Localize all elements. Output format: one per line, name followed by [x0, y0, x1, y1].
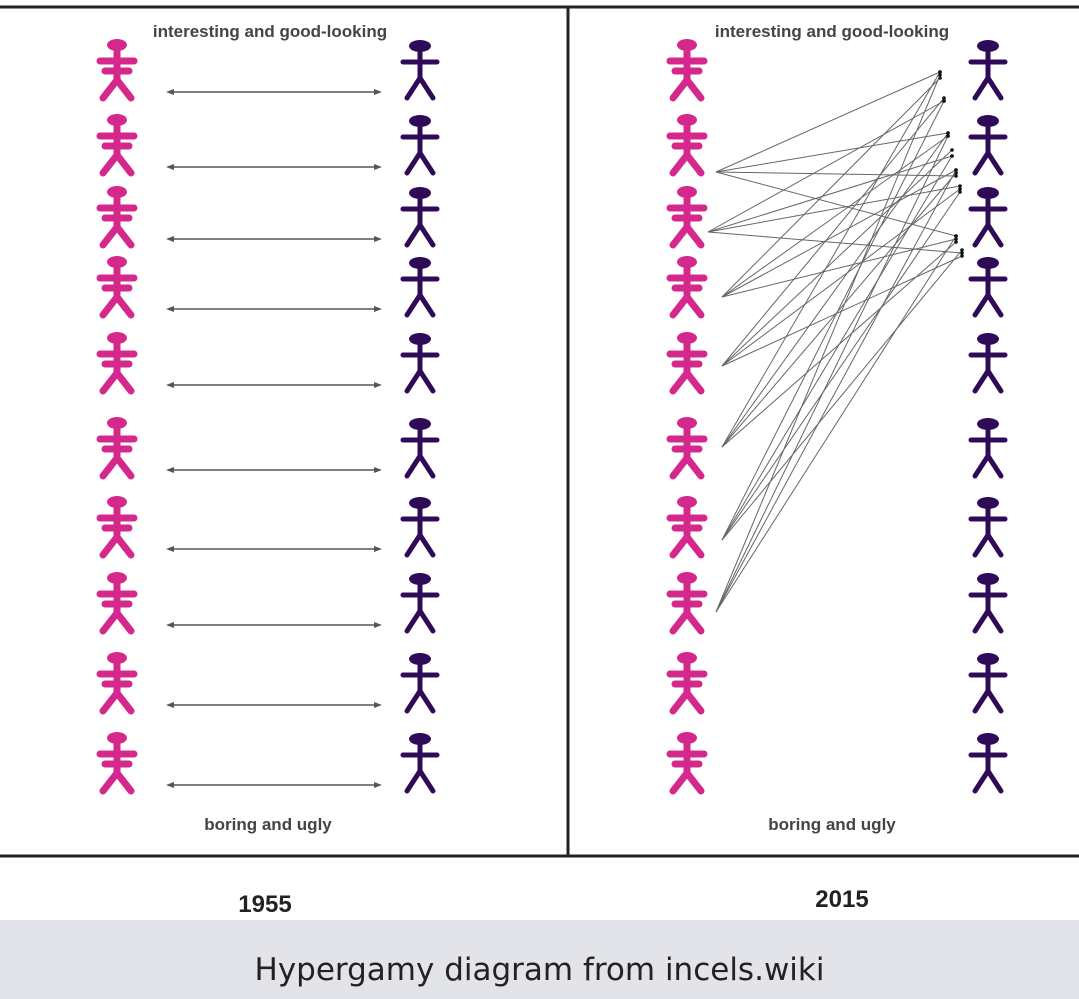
man-figure [400, 653, 440, 714]
man-figure [400, 418, 440, 479]
woman-figure [666, 417, 708, 480]
hypergamy-line [721, 131, 950, 448]
hypergamy-line [721, 187, 962, 367]
man-figure [968, 40, 1008, 101]
woman-figure [96, 732, 138, 795]
woman-figure [96, 332, 138, 395]
bottom-label-1955: boring and ugly [204, 815, 332, 834]
woman-figure [666, 652, 708, 715]
match-line [166, 622, 382, 628]
man-figure [400, 115, 440, 176]
bottom-label-2015: boring and ugly [768, 815, 896, 834]
man-figure [400, 733, 440, 794]
women-column-2015 [666, 39, 708, 795]
men-column-2015 [968, 40, 1008, 794]
panel-2015: interesting and good-looking boring and … [666, 22, 1008, 834]
man-figure [968, 573, 1008, 634]
woman-figure [666, 572, 708, 635]
man-figure [968, 497, 1008, 558]
woman-figure [666, 186, 708, 249]
woman-figure [666, 732, 708, 795]
women-column-1955 [96, 39, 138, 795]
top-label-1955: interesting and good-looking [153, 22, 387, 41]
match-line [166, 89, 382, 95]
woman-figure [96, 572, 138, 635]
hypergamy-line [707, 99, 946, 233]
man-figure [968, 733, 1008, 794]
year-label-1955: 1955 [238, 891, 291, 918]
man-figure [968, 418, 1008, 479]
man-figure [968, 257, 1008, 318]
man-figure [400, 257, 440, 318]
hypergamy-line [707, 154, 954, 233]
hypergamy-line [715, 134, 950, 613]
caption-bar [0, 920, 1079, 999]
connections-1955 [166, 89, 382, 788]
match-line [166, 782, 382, 788]
woman-figure [96, 114, 138, 177]
top-label-2015: interesting and good-looking [715, 22, 949, 41]
hypergamy-line [707, 231, 964, 255]
panel-1955: interesting and good-looking boring and … [96, 22, 440, 834]
hypergamy-line [715, 171, 958, 178]
hypergamy-line [715, 168, 958, 613]
match-line [166, 546, 382, 552]
woman-figure [666, 332, 708, 395]
hypergamy-line [721, 70, 942, 448]
man-figure [968, 115, 1008, 176]
man-figure [968, 653, 1008, 714]
match-line [166, 236, 382, 242]
hypergamy-line [707, 184, 962, 233]
hypergamy-line [721, 99, 946, 541]
man-figure [400, 40, 440, 101]
connections-2015 [707, 70, 964, 613]
woman-figure [666, 39, 708, 102]
caption: Hypergamy diagram from incels.wiki [254, 952, 825, 988]
man-figure [968, 187, 1008, 248]
hypergamy-line [721, 134, 950, 298]
man-figure [400, 187, 440, 248]
hypergamy-line [721, 154, 954, 541]
man-figure [968, 333, 1008, 394]
match-line [166, 164, 382, 170]
hypergamy-line [721, 96, 946, 367]
woman-figure [666, 496, 708, 559]
man-figure [400, 497, 440, 558]
woman-figure [96, 256, 138, 319]
woman-figure [666, 256, 708, 319]
woman-figure [96, 186, 138, 249]
man-figure [400, 333, 440, 394]
men-column-1955 [400, 40, 440, 794]
year-label-2015: 2015 [815, 886, 868, 913]
woman-figure [96, 652, 138, 715]
match-line [166, 306, 382, 312]
match-line [166, 702, 382, 708]
woman-figure [96, 496, 138, 559]
match-line [166, 382, 382, 388]
hypergamy-line [715, 131, 950, 173]
woman-figure [666, 114, 708, 177]
woman-figure [96, 39, 138, 102]
hypergamy-line [721, 148, 954, 367]
match-line [166, 467, 382, 473]
hypergamy-line [721, 190, 962, 541]
woman-figure [96, 417, 138, 480]
hypergamy-line [721, 248, 964, 541]
hypergamy-line [715, 73, 942, 613]
hypergamy-line [715, 234, 958, 613]
man-figure [400, 573, 440, 634]
